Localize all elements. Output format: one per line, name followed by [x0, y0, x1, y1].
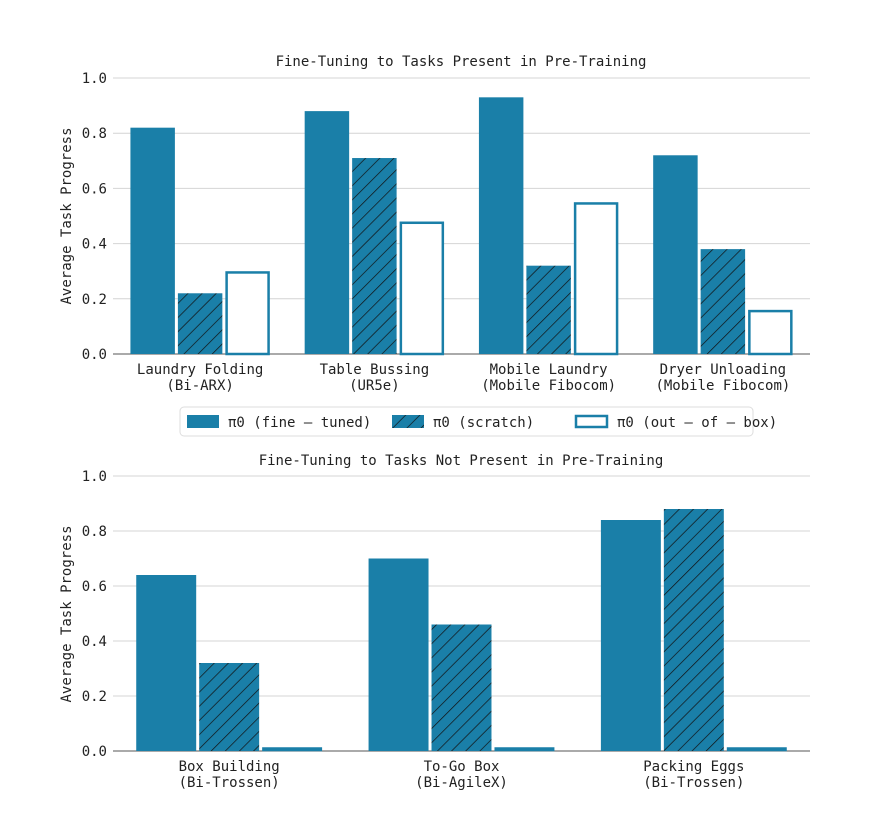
- bar-scratch: [663, 509, 724, 751]
- y-tick-label: 0.8: [82, 524, 107, 540]
- x-category-label: To-Go Box: [424, 759, 500, 775]
- bar-scratch: [199, 663, 260, 751]
- chart-title: Fine-Tuning to Tasks Not Present in Pre-…: [259, 453, 664, 469]
- y-tick-label: 0.2: [82, 292, 107, 308]
- x-category-labels: Laundry Folding(Bi-ARX) Table Bussing(UR5…: [137, 362, 790, 394]
- chart-not-present-in-pretraining: Fine-Tuning to Tasks Not Present in Pre-…: [59, 453, 810, 791]
- bar-fine-tuned: [304, 111, 350, 355]
- bar-fine-tuned: [130, 127, 175, 355]
- chart-present-in-pretraining: Fine-Tuning to Tasks Present in Pre-Trai…: [59, 54, 810, 394]
- legend-swatch-fine-tuned: [187, 415, 219, 428]
- legend-swatch-out-of-box: [574, 414, 609, 429]
- x-category-sublabel: (Mobile Fibocom): [655, 378, 790, 394]
- y-tick-label: 0.6: [82, 579, 107, 595]
- bar-fine-tuned: [368, 558, 429, 751]
- y-tick-label: 0.4: [82, 634, 107, 650]
- x-category-sublabel: (Bi-Trossen): [643, 775, 744, 791]
- y-tick-label: 0.6: [82, 181, 107, 197]
- x-category-label: Laundry Folding: [137, 362, 263, 378]
- bar-scratch: [700, 249, 746, 354]
- x-category-label: Mobile Laundry: [490, 362, 608, 378]
- y-ticks: 0.0 0.2 0.4 0.6 0.8 1.0: [82, 469, 107, 760]
- bar-out-of-box: [573, 202, 619, 356]
- bar-out-of-box: [399, 221, 445, 356]
- x-category-label: Table Bussing: [320, 362, 430, 378]
- y-tick-label: 1.0: [82, 71, 107, 87]
- legend-label-fine-tuned: π0 (fine – tuned): [228, 415, 371, 431]
- bar-scratch: [177, 293, 223, 354]
- x-category-sublabel: (Bi-ARX): [166, 378, 233, 394]
- legend-symbol: π0: [433, 415, 450, 431]
- bar-scratch: [431, 624, 492, 751]
- legend: π0 (fine – tuned) π0 (scratch) π0 (out –…: [179, 406, 777, 437]
- bar-fine-tuned: [653, 155, 698, 354]
- bar-fine-tuned: [478, 97, 524, 354]
- legend-text: (out – of – box): [634, 415, 777, 431]
- bar-out-of-box: [262, 747, 323, 752]
- x-category-sublabel: (UR5e): [349, 378, 400, 394]
- bar-out-of-box: [225, 271, 270, 356]
- legend-text: (scratch): [450, 415, 534, 431]
- bars: [136, 509, 787, 752]
- y-tick-label: 0.4: [82, 237, 107, 253]
- bar-out-of-box: [494, 747, 555, 752]
- bar-out-of-box: [748, 309, 793, 356]
- x-category-sublabel: (Mobile Fibocom): [481, 378, 616, 394]
- y-axis-label: Average Task Progress: [59, 127, 75, 304]
- bar-fine-tuned: [600, 520, 661, 751]
- chart-title: Fine-Tuning to Tasks Present in Pre-Trai…: [276, 54, 647, 70]
- x-category-sublabel: (Bi-Trossen): [179, 775, 280, 791]
- x-category-label: Box Building: [179, 759, 280, 775]
- y-tick-label: 0.0: [82, 347, 107, 363]
- legend-symbol: π0: [617, 415, 634, 431]
- legend-frame: [179, 406, 754, 437]
- legend-swatch-scratch: [392, 415, 424, 428]
- y-tick-label: 1.0: [82, 469, 107, 485]
- y-axis-label-group: Average Task Progress: [59, 127, 75, 304]
- y-tick-label: 0.2: [82, 689, 107, 705]
- bar-out-of-box: [726, 747, 787, 752]
- legend-label-out-of-box: π0 (out – of – box): [617, 415, 777, 431]
- legend-text: (fine – tuned): [245, 415, 371, 431]
- y-axis-label-group: Average Task Progress: [59, 525, 75, 702]
- x-category-labels: Box Building(Bi-Trossen)To-Go Box(Bi-Agi…: [179, 759, 745, 791]
- bar-scratch: [352, 158, 397, 354]
- x-category-label: Packing Eggs: [643, 759, 744, 775]
- legend-label-scratch: π0 (scratch): [433, 415, 534, 431]
- y-axis-label: Average Task Progress: [59, 525, 75, 702]
- y-tick-label: 0.0: [82, 744, 107, 760]
- bar-fine-tuned: [136, 575, 197, 751]
- y-tick-label: 0.8: [82, 126, 107, 142]
- bars: [130, 97, 793, 356]
- x-category-sublabel: (Bi-AgileX): [415, 775, 508, 791]
- x-category-label: Dryer Unloading: [660, 362, 786, 378]
- y-ticks: 0.0 0.2 0.4 0.6 0.8 1.0: [82, 71, 107, 363]
- bar-scratch: [526, 265, 571, 354]
- legend-symbol: π0: [228, 415, 245, 431]
